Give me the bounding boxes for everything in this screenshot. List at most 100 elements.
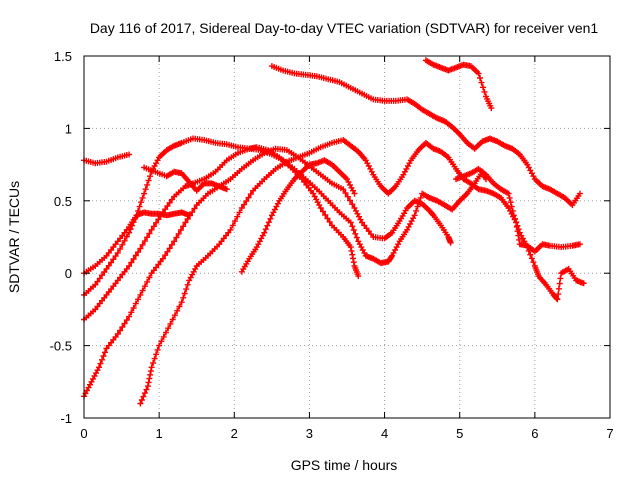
data-point-plus bbox=[351, 190, 358, 197]
data-point-plus bbox=[347, 219, 354, 226]
data-point-plus bbox=[105, 262, 112, 269]
data-point-plus bbox=[165, 325, 172, 332]
data-point-plus bbox=[347, 197, 353, 204]
data-point-plus bbox=[176, 303, 183, 310]
data-point-plus bbox=[164, 248, 171, 255]
y-tick-label: 1.5 bbox=[54, 49, 72, 64]
data-point-plus bbox=[556, 280, 563, 287]
data-point-plus bbox=[478, 79, 485, 86]
axis-ticks: 0 1 2 3 4 5 6 7 -1 -0.5 0 0.5 1 1.5 bbox=[50, 49, 614, 441]
data-point-plus bbox=[117, 327, 124, 334]
data-point-plus bbox=[317, 205, 324, 211]
series-arc-i bbox=[268, 63, 583, 209]
data-point-plus bbox=[576, 190, 583, 197]
data-point-plus bbox=[96, 364, 102, 371]
data-point-plus bbox=[166, 245, 173, 252]
data-point-plus bbox=[114, 331, 121, 337]
data-point-plus bbox=[155, 216, 162, 223]
data-point-plus bbox=[348, 247, 355, 254]
data-point-plus bbox=[349, 223, 356, 230]
data-point-plus bbox=[121, 237, 128, 244]
data-point-plus bbox=[326, 218, 333, 225]
data-point-plus bbox=[261, 229, 268, 236]
data-point-plus bbox=[153, 351, 160, 358]
data-point-plus bbox=[580, 280, 587, 287]
y-tick-label: 1 bbox=[65, 121, 72, 136]
y-tick-label: 0 bbox=[65, 266, 72, 281]
data-point-plus bbox=[524, 244, 531, 251]
data-point-plus bbox=[114, 249, 121, 256]
data-point-plus bbox=[350, 227, 357, 233]
data-point-plus bbox=[527, 251, 534, 258]
series-arc-a bbox=[81, 151, 133, 167]
data-point-plus bbox=[173, 234, 180, 241]
data-point-plus bbox=[576, 241, 583, 248]
data-point-plus bbox=[126, 229, 133, 236]
x-tick-label: 5 bbox=[456, 426, 463, 441]
y-tick-label: -1 bbox=[60, 411, 72, 426]
data-point-plus bbox=[238, 205, 245, 211]
data-point-plus bbox=[508, 203, 515, 210]
data-point-plus bbox=[353, 234, 360, 241]
data-point-plus bbox=[447, 239, 454, 246]
data-point-plus bbox=[145, 177, 152, 184]
data-point-plus bbox=[139, 194, 146, 201]
plot-frame bbox=[83, 55, 611, 419]
data-point-plus bbox=[159, 209, 166, 216]
data-point-plus bbox=[265, 219, 272, 226]
data-point-plus bbox=[150, 360, 157, 366]
data-point-plus bbox=[137, 245, 144, 252]
data-point-plus bbox=[187, 212, 193, 219]
series-arc-e bbox=[81, 144, 362, 323]
data-point-plus bbox=[141, 238, 148, 245]
data-point-plus bbox=[159, 255, 166, 262]
data-point-plus bbox=[247, 191, 254, 198]
data-point-plus bbox=[320, 208, 326, 215]
data-point-plus bbox=[130, 256, 137, 262]
data-point-plus bbox=[171, 312, 178, 319]
data-point-plus bbox=[324, 215, 331, 222]
data-point-plus bbox=[349, 201, 356, 208]
data-point-plus bbox=[183, 286, 190, 293]
data-point-plus bbox=[342, 190, 349, 196]
data-point-plus bbox=[135, 249, 142, 256]
x-tick-label: 7 bbox=[606, 426, 613, 441]
data-point-plus bbox=[123, 317, 130, 324]
data-point-plus bbox=[352, 230, 359, 237]
data-point-plus bbox=[148, 364, 155, 371]
data-point-plus bbox=[126, 263, 133, 269]
x-tick-label: 0 bbox=[80, 426, 87, 441]
data-point-plus bbox=[102, 349, 108, 356]
data-point-plus bbox=[180, 294, 187, 301]
data-point-plus bbox=[229, 222, 236, 229]
data-point-plus bbox=[168, 241, 175, 248]
y-tick-label: -0.5 bbox=[50, 339, 72, 354]
data-point-plus bbox=[147, 173, 154, 180]
data-point-plus bbox=[388, 254, 395, 260]
data-point-plus bbox=[139, 287, 146, 294]
data-point-plus bbox=[141, 283, 148, 290]
data-point-plus bbox=[153, 219, 160, 226]
x-tick-label: 2 bbox=[231, 426, 238, 441]
data-point-plus bbox=[129, 222, 136, 229]
data-point-plus bbox=[227, 226, 234, 233]
data-point-plus bbox=[555, 291, 562, 298]
data-point-plus bbox=[154, 346, 161, 353]
data-point-plus bbox=[267, 215, 274, 222]
data-point-plus bbox=[162, 206, 169, 213]
x-axis-label: GPS time / hours bbox=[291, 457, 398, 473]
data-point-plus bbox=[554, 296, 561, 303]
data-point-plus bbox=[344, 193, 351, 200]
data-point-plus bbox=[509, 207, 516, 214]
data-point-plus bbox=[112, 253, 119, 260]
data-point-plus bbox=[169, 316, 176, 323]
data-point-plus bbox=[174, 307, 181, 314]
data-point-plus bbox=[144, 234, 151, 241]
data-point-plus bbox=[162, 252, 169, 259]
data-point-plus bbox=[168, 196, 175, 203]
data-point-plus bbox=[506, 194, 513, 201]
data-point-plus bbox=[171, 238, 178, 245]
data-point-plus bbox=[141, 190, 148, 197]
data-point-plus bbox=[160, 333, 167, 340]
